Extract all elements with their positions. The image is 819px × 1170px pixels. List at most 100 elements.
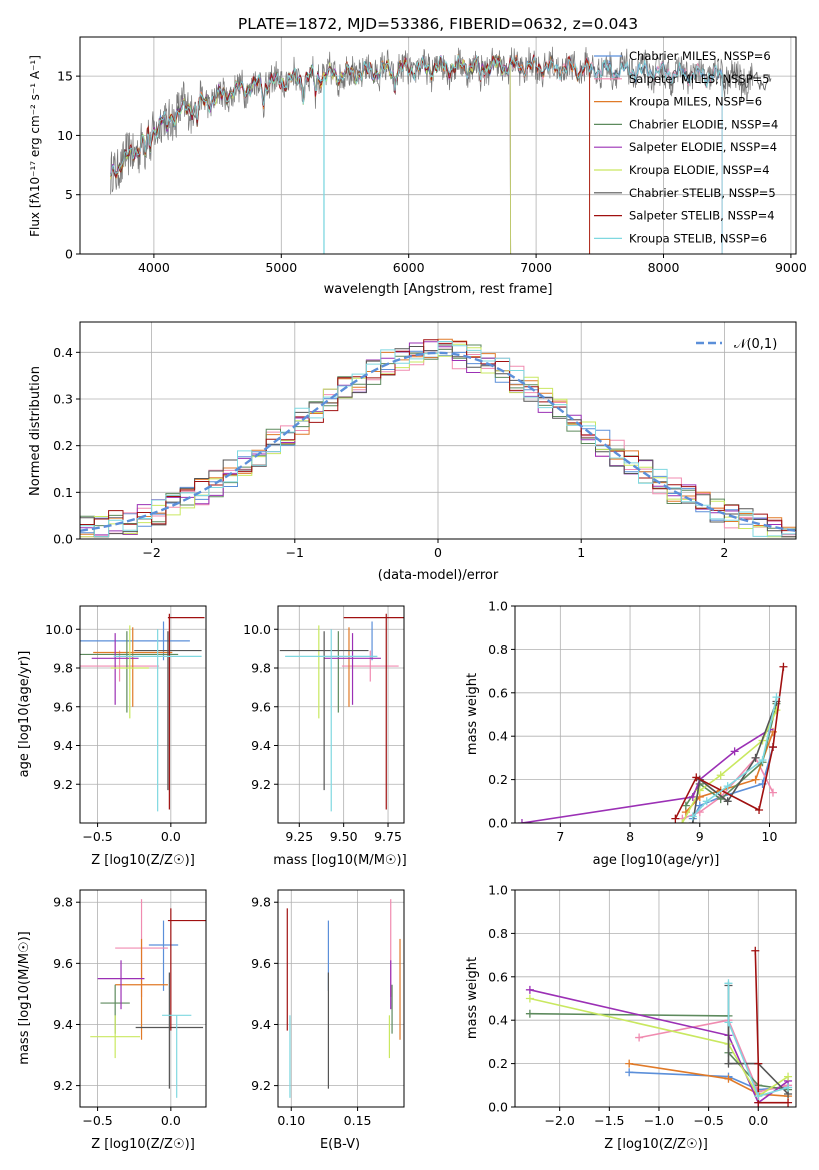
mwz-ytick-label-0: 0.0	[488, 1100, 508, 1115]
mwage-ytick-label-3: 0.6	[488, 685, 508, 700]
agem-xtick-label-2: 9.75	[374, 829, 402, 844]
mwage-series-marker-6-3	[751, 753, 760, 762]
masse-ytick-label-2: 9.6	[251, 956, 271, 971]
agez-xtick-label-1: 0.0	[161, 829, 181, 844]
mwz-series-marker-8-0	[724, 979, 733, 988]
spectrum-ytick-label-1: 5	[65, 187, 73, 202]
masse-xtick-label-0: 0.10	[277, 1113, 305, 1128]
mwage-series-marker-7-2	[755, 805, 764, 814]
mwz-series-marker-0-0	[625, 1068, 634, 1077]
masse-ytick-label-3: 9.8	[251, 895, 271, 910]
mwage-series-marker-8-0	[688, 812, 697, 821]
agem-xlabel: mass [log10(M/M☉)]	[273, 853, 406, 868]
mwz-ytick-label-1: 0.2	[488, 1056, 508, 1071]
hist-ytick-label-3: 0.3	[53, 392, 73, 407]
mwage-series-marker-8-3	[758, 756, 767, 765]
mwz-series-line-8	[727, 983, 789, 1098]
agem-xtick-label-1: 9.50	[330, 829, 358, 844]
mwz-ylabel: mass weight	[465, 957, 480, 1039]
mwage-series-marker-3-0	[681, 801, 690, 810]
hist-normal-curve	[80, 351, 796, 532]
spectrum-title: PLATE=1872, MJD=53386, FIBERID=0632, z=0…	[238, 15, 638, 33]
mwage-xtick-label-2: 9	[696, 829, 704, 844]
massz-xtick-label-1: 0.0	[161, 1113, 181, 1128]
agez-grid	[80, 606, 206, 823]
hist-xtick-label-1: −1	[286, 545, 304, 560]
mwz-xtick-label-2: −1.0	[644, 1113, 674, 1128]
masse-grid	[278, 890, 404, 1107]
mwage-ytick-label-1: 0.2	[488, 772, 508, 787]
spectrum-xtick-label-4: 8000	[648, 260, 680, 275]
spectrum-plot	[110, 46, 772, 254]
mwage-xlabel: age [log10(age/yr)]	[593, 853, 720, 868]
mwage-plot	[517, 662, 788, 823]
mwz-series-marker-2-0	[625, 1059, 634, 1068]
masse-ytick-label-0: 9.2	[251, 1078, 271, 1093]
mwage-xtick-label-3: 10	[762, 829, 778, 844]
hist-xtick-label-2: 0	[434, 545, 442, 560]
spectrum-legend-label-4: Salpeter ELODIE, NSSP=4	[629, 140, 777, 154]
mwage-xtick-label-0: 7	[556, 829, 564, 844]
mwz-grid	[515, 889, 796, 1108]
mwz-ytick-label-2: 0.4	[488, 1013, 508, 1028]
spectrum-series-line-5	[110, 57, 512, 254]
mwage-series-marker-7-0	[671, 814, 680, 823]
agem-xtick-label-0: 9.25	[285, 829, 313, 844]
hist-xtick-label-0: −2	[142, 545, 160, 560]
hist-xlabel: (data-model)/error	[378, 568, 499, 583]
spectrum-series-line-8	[110, 54, 723, 254]
mwz-series-marker-4-0	[525, 985, 534, 994]
mwage-series-marker-5-2	[716, 771, 725, 780]
hist-ytick-label-4: 0.4	[53, 345, 73, 360]
masse-plot	[286, 899, 401, 1098]
spectrum-legend-label-5: Kroupa ELODIE, NSSP=4	[629, 163, 770, 177]
mwz-series-marker-7-0	[751, 946, 760, 955]
agem-ytick-label-3: 9.8	[251, 661, 271, 676]
spectrum-xtick-label-5: 9000	[775, 260, 807, 275]
mwz-series-marker-7-3	[784, 1098, 793, 1107]
massz-ylabel: mass [log10(M/M☉)]	[17, 931, 32, 1064]
massz-ytick-label-2: 9.6	[53, 956, 73, 971]
spectrum-ylabel: Flux [fλ10⁻¹⁷ erg cm⁻² s⁻¹ A⁻¹]	[28, 55, 42, 237]
spectrum-series-line-2	[110, 53, 591, 254]
hist-ytick-label-1: 0.1	[53, 485, 73, 500]
agem-ytick-label-1: 9.4	[251, 738, 271, 753]
spectrum-series-line-7	[110, 54, 591, 254]
mwz-series-line-5	[529, 997, 789, 1098]
masse-xtick-label-1: 0.15	[344, 1113, 372, 1128]
hist-xtick-label-4: 2	[720, 545, 728, 560]
agez-frame	[79, 605, 207, 824]
mwz-xtick-label-4: 0.0	[748, 1113, 768, 1128]
mwage-series-marker-4-0	[517, 819, 526, 823]
mwz-series-line-7	[754, 950, 789, 1104]
agez-ytick-label-1: 9.4	[53, 738, 73, 753]
spectrum-legend-label-0: Chabrier MILES, NSSP=6	[629, 49, 771, 63]
mwage-ytick-label-0: 0.0	[488, 816, 508, 831]
massz-ytick-label-1: 9.4	[53, 1017, 73, 1032]
mwz-series-marker-2-1	[724, 1074, 733, 1083]
spectrum-legend-label-1: Salpeter MILES, NSSP=5	[629, 72, 770, 86]
hist-series-8	[80, 341, 796, 538]
mwz-series-line-2	[629, 1062, 789, 1097]
mwz-ytick-label-3: 0.6	[488, 969, 508, 984]
mwage-frame	[514, 605, 797, 824]
mwz-xtick-label-0: −2.0	[545, 1113, 575, 1128]
mwage-series-marker-5-0	[678, 819, 687, 823]
massz-ytick-label-3: 9.8	[53, 895, 73, 910]
spectrum-legend-label-8: Kroupa STELIB, NSSP=6	[629, 231, 767, 245]
massz-xlabel: Z [log10(Z/Z☉)]	[91, 1137, 195, 1152]
agem-ytick-label-0: 9.2	[251, 777, 271, 792]
mwage-xtick-label-1: 8	[626, 829, 634, 844]
hist-ylabel: Normed distribution	[28, 366, 43, 496]
mwz-series-marker-8-1	[724, 1018, 733, 1027]
mwz-ytick-label-4: 0.8	[488, 926, 508, 941]
mwage-series-line-4	[521, 729, 770, 823]
mwage-series-marker-8-1	[702, 797, 711, 806]
spectrum-frame	[79, 36, 797, 255]
agem-ytick-label-2: 9.6	[251, 699, 271, 714]
agez-ytick-label-0: 9.2	[53, 777, 73, 792]
mwage-series-line-8	[692, 696, 778, 818]
mwz-series-marker-8-2	[754, 1092, 763, 1101]
